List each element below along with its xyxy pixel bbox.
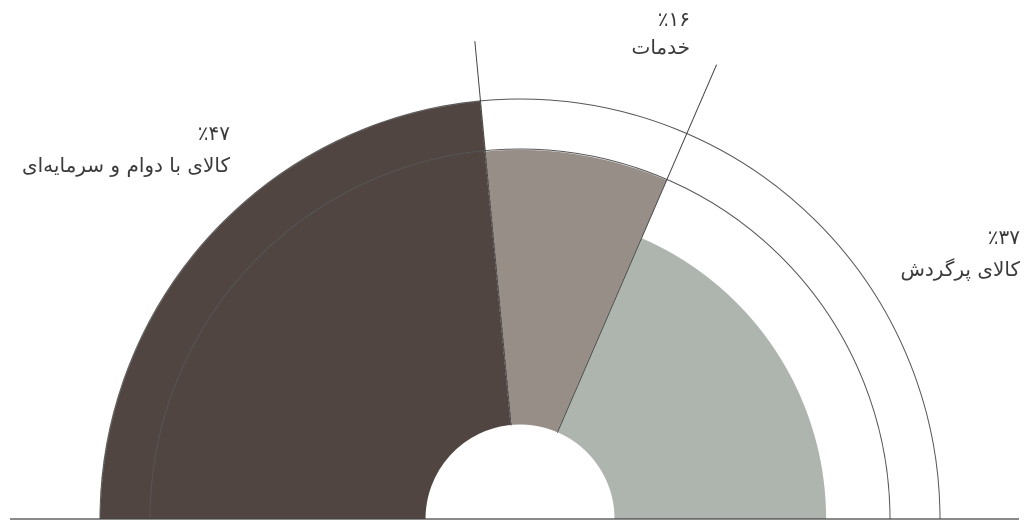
slices-group xyxy=(99,100,828,520)
leader-line-services xyxy=(556,64,718,433)
value-label-durable: ٪۴۷ xyxy=(198,121,230,145)
middle-ring xyxy=(149,148,891,520)
value-label-services: ٪۱۶ xyxy=(658,7,690,31)
guides-group xyxy=(99,41,941,520)
outer-ring xyxy=(99,98,941,520)
category-label-services: خدمات xyxy=(632,35,691,59)
value-label-fmcg: ٪۳۷ xyxy=(988,225,1020,249)
category-label-fmcg: کالای پرگردش xyxy=(900,257,1020,282)
leader-line-durable xyxy=(474,41,512,426)
slice-fmcg xyxy=(556,236,828,520)
category-label-durable: کالای با دوام و سرمایه‌ای xyxy=(22,153,231,177)
